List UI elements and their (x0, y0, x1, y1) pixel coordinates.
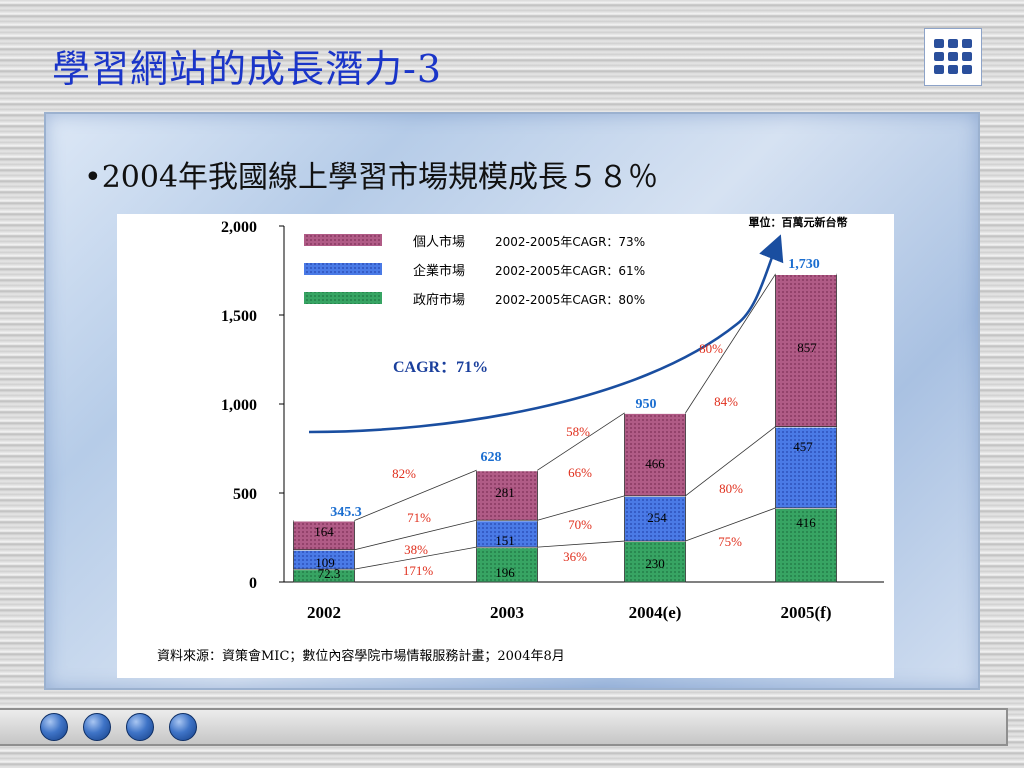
legend-swatch (304, 263, 382, 275)
bar-personal (624, 412, 686, 497)
bar-government (624, 540, 686, 583)
segment-value-label: 466 (645, 456, 665, 471)
growth-rate-label: 171% (403, 563, 434, 578)
total-value-label: 345.3 (330, 505, 362, 520)
footer-bar (0, 708, 1008, 746)
growth-connector (685, 426, 776, 497)
slide-title: 學習網站的成長潛力-3 (52, 47, 443, 91)
segment-value-label: 164 (314, 524, 334, 539)
legend-label: 政府市場 (413, 292, 465, 308)
segment-value-label: 416 (796, 515, 816, 530)
legend-label: 企業市場 (413, 263, 465, 279)
nav-dot-icon[interactable] (83, 713, 111, 741)
unit-label: 單位：百萬元新台幣 (749, 215, 848, 229)
y-tick-label: 1,000 (221, 397, 257, 414)
x-tick-label: 2004(e) (629, 603, 682, 622)
segment-value-label: 457 (793, 439, 813, 454)
growth-rate-label: 82% (392, 466, 416, 481)
growth-connector (685, 273, 776, 414)
growth-rate-label: 80% (699, 341, 723, 356)
segment-value-label: 230 (645, 556, 665, 571)
segment-value-label: 281 (495, 485, 515, 500)
grid-menu-icon[interactable] (924, 28, 982, 86)
growth-connector (537, 495, 625, 521)
bar-enterprise (775, 426, 837, 509)
cagr-trend-arrow (308, 234, 784, 434)
segment-value-label: 151 (495, 533, 515, 548)
bar-enterprise (624, 495, 686, 542)
growth-rate-label: 80% (719, 481, 743, 496)
bullet-point: •2004年我國線上學習市場規模成長５８％ (84, 152, 658, 196)
bar-government (476, 546, 538, 583)
growth-rate-label: 36% (563, 549, 587, 564)
nav-dot-icon[interactable] (169, 713, 197, 741)
nav-dot-icon[interactable] (40, 713, 68, 741)
overall-cagr-label: CAGR：71% (393, 359, 488, 376)
total-value-label: 628 (481, 450, 502, 465)
total-value-label: 1,730 (788, 257, 820, 272)
growth-connector (354, 469, 477, 521)
growth-rate-label: 58% (566, 424, 590, 439)
segment-value-label: 72.3 (318, 566, 341, 581)
total-value-label: 950 (636, 397, 657, 412)
growth-connector (537, 412, 625, 471)
legend-label: 個人市場 (413, 234, 465, 250)
segment-value-label: 109 (315, 555, 335, 570)
segment-value-label: 254 (647, 510, 667, 525)
y-tick-label: 2,000 (221, 219, 257, 236)
growth-rate-label: 38% (404, 542, 428, 557)
growth-connector (537, 540, 625, 548)
y-tick-label: 1,500 (221, 308, 257, 325)
legend-cagr: 2002-2005年CAGR：61% (495, 264, 645, 278)
bar-personal (775, 273, 837, 428)
segment-value-label: 196 (495, 565, 515, 580)
growth-connector (354, 519, 477, 551)
legend-swatch (304, 234, 382, 246)
x-tick-label: 2002 (307, 603, 341, 622)
growth-rate-label: 70% (568, 517, 592, 532)
segment-value-label: 857 (797, 340, 817, 355)
x-tick-label: 2003 (490, 603, 524, 622)
legend-cagr: 2002-2005年CAGR：73% (495, 235, 645, 249)
growth-rate-label: 75% (718, 534, 742, 549)
growth-rate-label: 71% (407, 510, 431, 525)
source-note: 資料來源：資策會MIC；數位內容學院市場情報服務計畫；2004年8月 (157, 648, 565, 664)
y-tick-label: 0 (249, 575, 257, 592)
growth-connector (354, 546, 477, 570)
y-tick-label: 500 (233, 486, 257, 503)
market-size-chart: 0 500 1,000 1,500 2,000 2002 2003 2004(e) 2005(f… (157, 215, 884, 664)
bar-enterprise (476, 519, 538, 548)
legend-cagr: 2002-2005年CAGR：80% (495, 293, 645, 307)
growth-rate-label: 84% (714, 394, 738, 409)
legend-swatch (304, 292, 382, 304)
growth-rate-label: 66% (568, 465, 592, 480)
chart-area: 0 500 1,000 1,500 2,000 2002 2003 2004(e) 2005(f… (117, 214, 894, 678)
bar-personal (293, 520, 355, 551)
bullet-marker: • (84, 160, 102, 195)
x-tick-label: 2005(f) (781, 603, 832, 622)
nav-dot-icon[interactable] (126, 713, 154, 741)
bar-personal (476, 469, 538, 521)
bullet-text: 2004年我國線上學習市場規模成長５８％ (101, 160, 659, 195)
growth-connector (685, 507, 776, 542)
